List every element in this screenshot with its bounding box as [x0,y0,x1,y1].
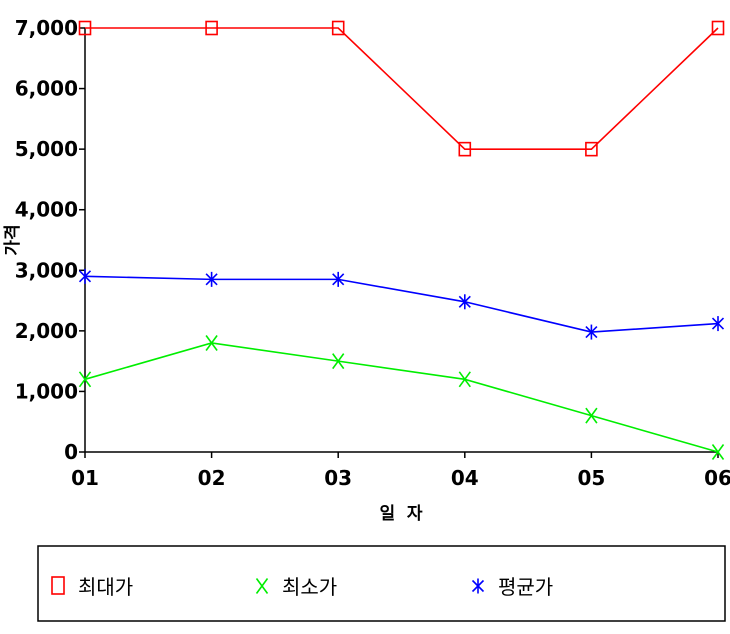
y-tick-label: 0 [64,440,78,464]
data-point [205,20,218,36]
data-point [711,444,725,460]
marker-stroke [205,334,218,351]
data-point [205,271,218,287]
marker-stroke [711,317,725,330]
legend-item-2: 최소가 [255,575,337,599]
data-point [205,334,218,351]
x-axis-title: 일 자 [379,504,422,524]
marker-stroke [332,273,345,286]
data-point [711,316,725,332]
series-line [85,27,719,150]
y-tick-label: 5,000 [15,137,78,161]
legend-items: 최대가 최소가 평균가 [51,575,553,599]
series-line [84,342,719,453]
data-point [711,20,725,36]
marker-stroke [332,353,345,370]
marker-stroke [711,444,725,460]
data-point [458,141,472,157]
y-axis-title: 가격 [3,224,23,255]
data-point [585,407,598,424]
x-tick-label: 03 [324,466,352,490]
marker-stroke [205,273,218,286]
y-tick-label: 7,000 [15,16,78,40]
marker-stroke [78,270,92,283]
legend-box [37,545,726,622]
legend-item-1: 최대가 [51,575,133,599]
legend-item-3: 평균가 [471,575,553,599]
y-tick-label: 3,000 [15,258,78,282]
x-tick-label: 02 [198,466,226,490]
y-axis: 0 1,000 2,000 3,000 4,000 5,000 6,000 7,000 가격 [3,16,86,464]
marker-stroke [78,371,92,388]
y-tick-label: 1,000 [15,379,78,403]
marker-stroke [585,326,598,339]
x-tick-label: 05 [577,466,605,490]
legend-marker [51,576,65,595]
legend-marker [471,578,485,594]
data-point [332,271,345,287]
data-point [585,141,598,157]
data-point [78,371,92,388]
x-axis: 01 02 03 04 05 06 일 자 [71,451,730,524]
legend: 최대가 최소가 평균가 [37,545,726,622]
legend-label: 최소가 [282,575,337,599]
data-point [585,324,598,340]
data-point [78,20,92,36]
x-tick-label: 06 [704,466,730,490]
marker-stroke [458,371,471,388]
data-point [331,20,345,36]
marker-stroke [471,579,485,593]
marker-stroke [255,578,269,594]
legend-label: 평균가 [498,575,553,599]
marker-stroke [458,295,471,308]
legend-label: 최대가 [78,575,133,599]
y-tick-label: 6,000 [15,77,78,101]
plot-area [78,20,725,460]
data-point [458,371,471,388]
marker-stroke [585,407,598,424]
x-ticks: 01 02 03 04 05 06 [71,452,730,490]
series-3 [78,268,725,340]
data-point [78,268,92,284]
data-point [332,353,345,370]
series-1 [78,20,725,157]
series-2 [78,334,725,460]
y-tick-label: 2,000 [15,319,78,343]
x-tick-label: 04 [451,466,479,490]
series-line [84,275,719,333]
legend-marker [255,578,269,594]
y-ticks: 0 1,000 2,000 3,000 4,000 5,000 6,000 7,000 [15,16,85,464]
data-point [458,294,471,310]
y-tick-label: 4,000 [15,198,78,222]
x-tick-label: 01 [71,466,99,490]
